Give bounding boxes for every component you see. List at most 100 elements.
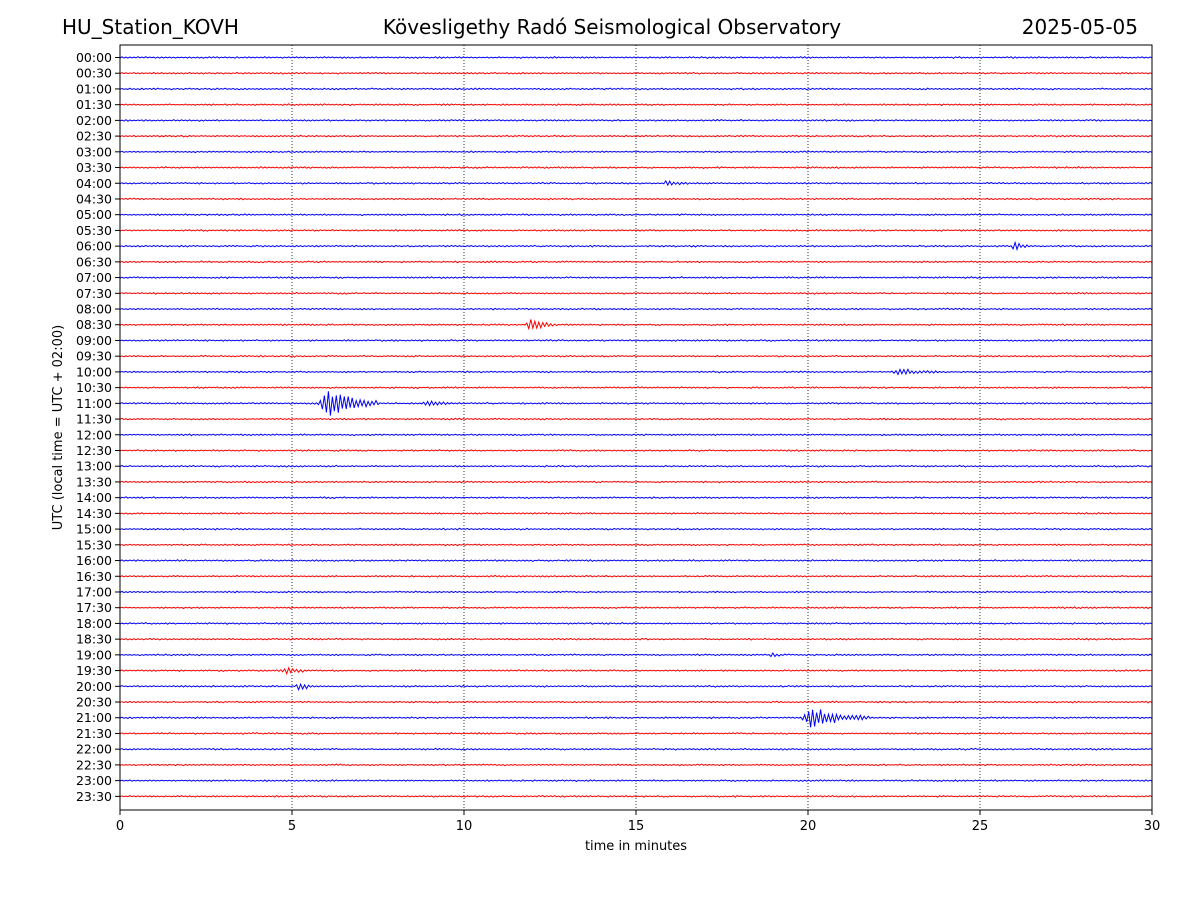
y-axis-ticks: 00:0000:3001:0001:3002:0002:3003:0003:30… xyxy=(76,50,120,804)
y-tick-label: 14:00 xyxy=(76,490,112,505)
trace-line xyxy=(119,433,1153,437)
trace-line xyxy=(119,637,1153,641)
y-tick-label: 09:00 xyxy=(76,333,112,348)
y-tick-label: 17:00 xyxy=(76,584,112,599)
y-tick-label: 14:30 xyxy=(76,506,112,521)
trace-line xyxy=(119,480,1153,484)
trace-line xyxy=(119,511,1153,515)
trace-line xyxy=(119,291,1153,295)
trace-line xyxy=(119,449,1153,452)
y-tick-label: 19:00 xyxy=(76,647,112,662)
y-tick-label: 16:30 xyxy=(76,569,112,584)
trace-line xyxy=(119,213,1153,217)
trace-line xyxy=(119,134,1153,138)
y-tick-label: 05:00 xyxy=(76,207,112,222)
trace-line xyxy=(119,794,1153,798)
trace-line xyxy=(119,166,1153,170)
y-tick-label: 21:00 xyxy=(76,710,112,725)
trace-line xyxy=(119,179,1153,187)
y-tick-label: 15:00 xyxy=(76,522,112,537)
trace-line xyxy=(119,87,1153,91)
y-tick-label: 23:30 xyxy=(76,789,112,804)
trace-line xyxy=(119,527,1153,531)
y-tick-label: 13:30 xyxy=(76,474,112,489)
x-tick-label: 25 xyxy=(972,819,989,834)
y-tick-label: 02:30 xyxy=(76,129,112,144)
y-tick-label: 08:30 xyxy=(76,317,112,332)
trace-line xyxy=(119,779,1153,783)
trace-line xyxy=(119,368,1153,376)
x-tick-label: 5 xyxy=(288,819,296,834)
y-tick-label: 20:30 xyxy=(76,695,112,710)
y-tick-label: 19:30 xyxy=(76,663,112,678)
trace-line xyxy=(119,338,1153,342)
y-tick-label: 00:30 xyxy=(76,66,112,81)
trace-line xyxy=(119,651,1153,658)
y-tick-label: 13:00 xyxy=(76,459,112,474)
x-tick-label: 20 xyxy=(800,819,817,834)
y-tick-label: 12:30 xyxy=(76,443,112,458)
y-tick-label: 09:30 xyxy=(76,349,112,364)
trace-group xyxy=(119,56,1153,798)
trace-line xyxy=(119,307,1153,311)
y-tick-label: 18:30 xyxy=(76,632,112,647)
trace-line xyxy=(119,319,1153,331)
y-tick-label: 01:30 xyxy=(76,97,112,112)
trace-line xyxy=(119,621,1153,625)
y-tick-label: 00:00 xyxy=(76,50,112,65)
x-tick-label: 15 xyxy=(628,819,645,834)
chart-title: Kövesligethy Radó Seismological Observat… xyxy=(382,15,842,39)
trace-line xyxy=(119,260,1153,264)
trace-line xyxy=(119,240,1153,252)
station-name: HU_Station_KOVH xyxy=(62,15,239,39)
trace-line xyxy=(119,496,1153,500)
trace-line xyxy=(119,590,1153,594)
trace-line xyxy=(119,682,1153,692)
y-tick-label: 22:30 xyxy=(76,757,112,772)
y-tick-label: 12:00 xyxy=(76,427,112,442)
y-tick-label: 18:00 xyxy=(76,616,112,631)
chart-date: 2025-05-05 xyxy=(1021,15,1138,39)
y-tick-label: 20:00 xyxy=(76,679,112,694)
y-tick-label: 02:00 xyxy=(76,113,112,128)
trace-line xyxy=(119,666,1153,676)
x-tick-label: 30 xyxy=(1144,819,1161,834)
trace-line xyxy=(119,763,1153,767)
trace-line xyxy=(119,197,1153,201)
y-tick-label: 03:00 xyxy=(76,144,112,159)
trace-line xyxy=(119,354,1153,358)
trace-line xyxy=(119,606,1153,610)
trace-line xyxy=(119,700,1153,704)
trace-line xyxy=(119,150,1153,154)
trace-line xyxy=(119,574,1153,578)
trace-line xyxy=(119,228,1153,232)
trace-line xyxy=(119,118,1153,122)
y-tick-label: 03:30 xyxy=(76,160,112,175)
trace-line xyxy=(119,731,1153,735)
y-tick-label: 17:30 xyxy=(76,600,112,615)
y-tick-label: 04:00 xyxy=(76,176,112,191)
trace-line xyxy=(119,71,1153,75)
y-tick-label: 21:30 xyxy=(76,726,112,741)
trace-line xyxy=(119,103,1153,107)
y-tick-label: 07:30 xyxy=(76,286,112,301)
y-tick-label: 11:30 xyxy=(76,412,112,427)
trace-line xyxy=(119,464,1153,468)
y-tick-label: 06:30 xyxy=(76,254,112,269)
y-tick-label: 23:00 xyxy=(76,773,112,788)
x-tick-label: 10 xyxy=(456,819,473,834)
trace-line xyxy=(119,276,1153,280)
y-tick-label: 10:00 xyxy=(76,364,112,379)
trace-line xyxy=(119,709,1153,728)
plot-frame xyxy=(119,44,1153,811)
x-axis-label: time in minutes xyxy=(585,839,687,854)
y-tick-label: 06:00 xyxy=(76,239,112,254)
y-tick-label: 10:30 xyxy=(76,380,112,395)
x-axis-ticks: 0 5 10 15 20 25 30 xyxy=(116,810,1160,834)
trace-line xyxy=(119,417,1153,421)
trace-line xyxy=(119,386,1153,390)
trace-line xyxy=(119,747,1153,751)
trace-line xyxy=(119,543,1153,547)
trace-line xyxy=(119,56,1153,59)
y-tick-label: 15:30 xyxy=(76,537,112,552)
